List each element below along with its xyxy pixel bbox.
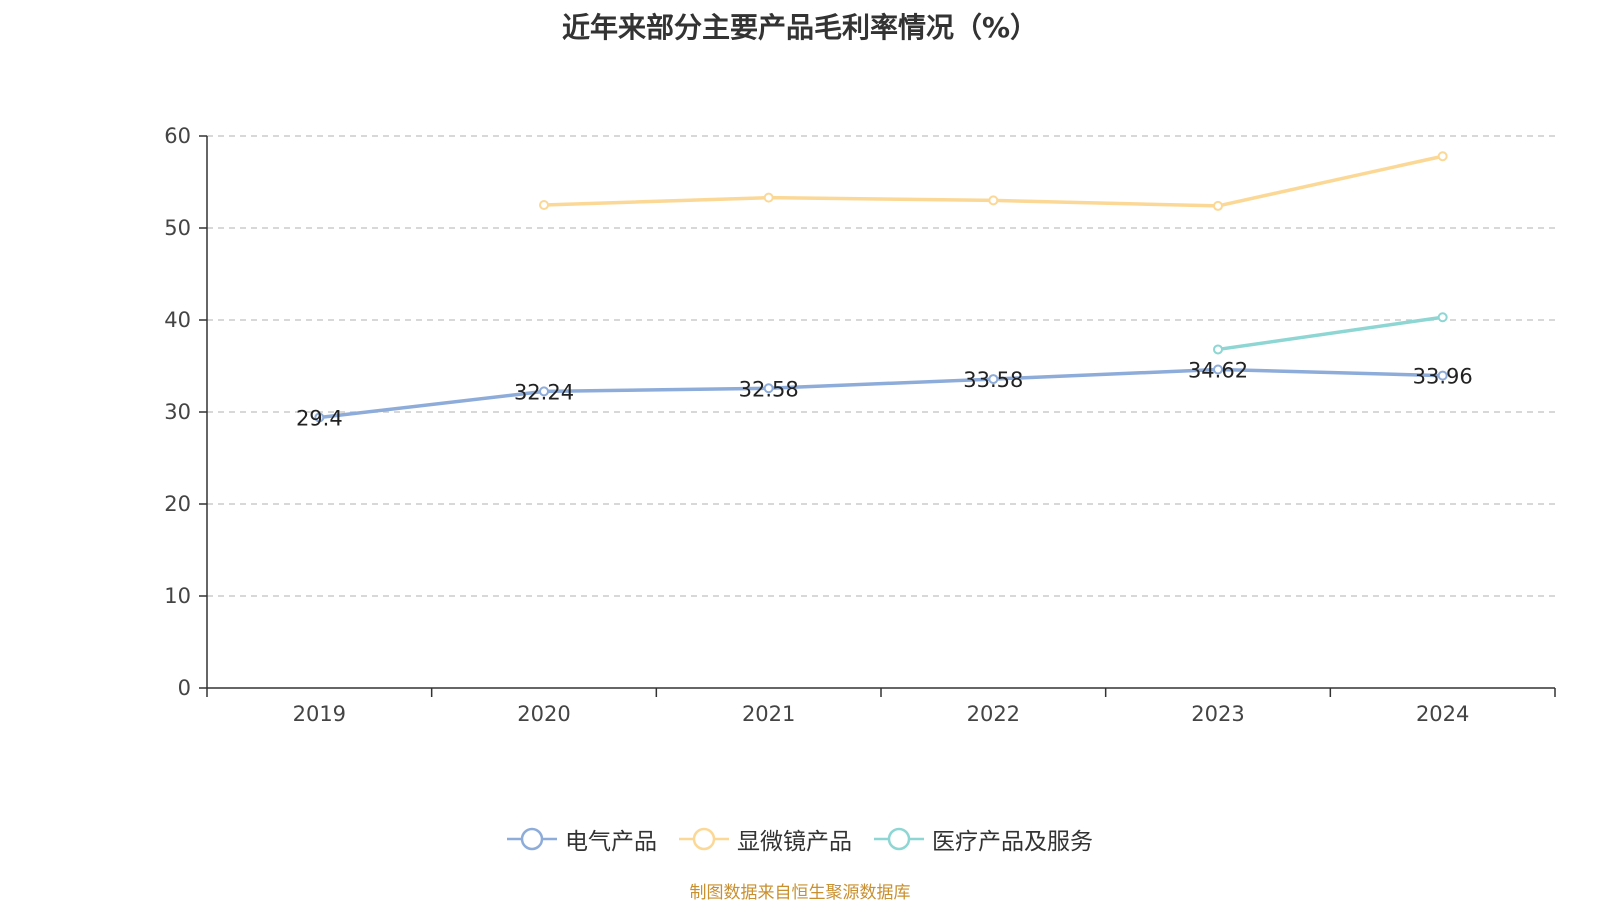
legend-swatch-icon [679, 827, 729, 851]
chart-title: 近年来部分主要产品毛利率情况（%） [561, 11, 1039, 44]
y-tick-label-5: 50 [164, 216, 191, 240]
y-tick-label-1: 10 [164, 584, 191, 608]
data-label-s0-2022: 33.58 [963, 368, 1023, 392]
y-tick-label-0: 0 [178, 676, 191, 700]
x-tick-label-2021: 2021 [742, 702, 795, 726]
y-tick-label-4: 40 [164, 308, 191, 332]
legend: 电气产品 显微镜产品 医疗产品及服务 [0, 822, 1600, 856]
y-tick-label-2: 20 [164, 492, 191, 516]
point-s1-2020[interactable] [539, 200, 549, 210]
data-label-s0-2023: 34.62 [1188, 358, 1248, 382]
x-tick-label-2023: 2023 [1191, 702, 1244, 726]
gridlines [207, 135, 1555, 597]
data-label-s0-2021: 32.58 [739, 377, 799, 401]
point-s1-2023[interactable] [1213, 200, 1223, 211]
x-tick-label-2024: 2024 [1416, 702, 1469, 726]
point-s0-2019[interactable] [314, 412, 325, 423]
data-label-s0-2024: 33.96 [1413, 365, 1473, 389]
legend-item-2[interactable]: 医疗产品及服务 [874, 822, 1093, 856]
legend-label: 显微镜产品 [737, 829, 852, 855]
x-tick-label-2020: 2020 [517, 702, 570, 726]
legend-item-0[interactable]: 电气产品 [507, 822, 657, 856]
point-s2-2023[interactable] [1213, 344, 1223, 355]
point-s1-2022[interactable] [988, 195, 999, 206]
series-line-2 [1216, 315, 1445, 352]
x-tick-label-2019: 2019 [293, 702, 346, 726]
point-s1-2024[interactable] [1437, 151, 1448, 162]
legend-swatch-icon [874, 827, 924, 851]
point-s0-2021[interactable] [763, 383, 774, 394]
point-s0-2023[interactable] [1213, 364, 1223, 375]
data-label-s0-2019: 29.4 [296, 407, 343, 431]
y-tick-label-6: 60 [164, 124, 191, 148]
point-s0-2020[interactable] [539, 386, 549, 397]
point-s0-2024[interactable] [1437, 370, 1448, 381]
y-tick-label-3: 30 [164, 400, 191, 424]
data-label-s0-2020: 32.24 [514, 380, 574, 404]
series-lines [314, 151, 1448, 423]
point-s2-2024[interactable] [1437, 312, 1448, 323]
axes: 0 10 20 30 40 50 60 2019 2020 2021 2022 2023 2024 [164, 124, 1556, 726]
legend-item-1[interactable]: 显微镜产品 [679, 822, 852, 856]
series-line-0 [317, 367, 1445, 420]
point-s1-2021[interactable] [763, 192, 774, 203]
legend-label: 医疗产品及服务 [932, 829, 1093, 855]
source-note: 制图数据来自恒生聚源数据库 [689, 883, 911, 903]
data-labels: 29.4 32.24 32.58 33.58 34.62 33.96 [296, 358, 1473, 430]
legend-label: 电气产品 [565, 829, 657, 855]
legend-swatch-icon [507, 827, 557, 851]
point-s0-2022[interactable] [988, 374, 999, 385]
x-tick-label-2022: 2022 [967, 702, 1020, 726]
